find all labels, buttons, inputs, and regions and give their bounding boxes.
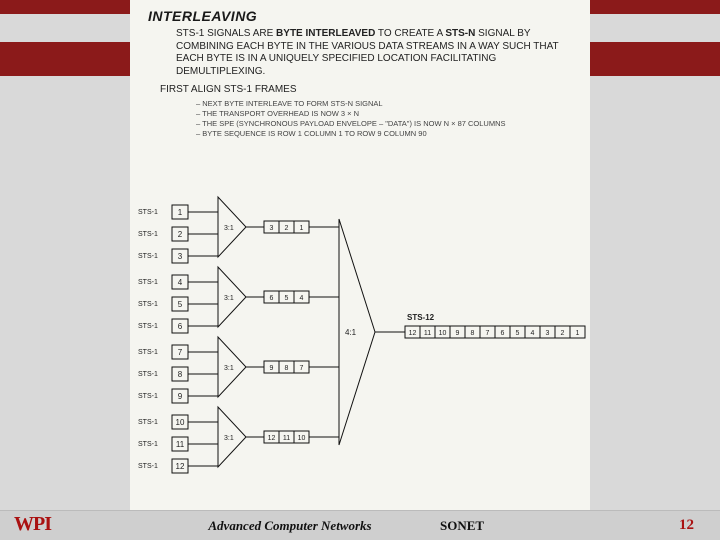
svg-text:5: 5 — [285, 295, 289, 302]
svg-text:3:1: 3:1 — [224, 435, 234, 442]
svg-text:4: 4 — [300, 295, 304, 302]
bullet-4: BYTE SEQUENCE IS ROW 1 COLUMN 1 TO ROW 9… — [196, 129, 572, 139]
svg-text:3:1: 3:1 — [224, 225, 234, 232]
footer-course: Advanced Computer Networks — [160, 518, 420, 534]
svg-text:2: 2 — [178, 230, 183, 239]
svg-text:STS-1: STS-1 — [138, 323, 158, 330]
svg-text:7: 7 — [486, 330, 490, 337]
svg-text:3:1: 3:1 — [224, 295, 234, 302]
slide-footer: WPI Advanced Computer Networks SONET 12 — [0, 510, 720, 540]
svg-text:11: 11 — [424, 330, 431, 337]
svg-text:6: 6 — [178, 322, 183, 331]
slide-bullets: NEXT BYTE INTERLEAVE TO FORM STS-N SIGNA… — [196, 99, 572, 140]
svg-text:4: 4 — [531, 330, 535, 337]
svg-text:6: 6 — [501, 330, 505, 337]
svg-text:2: 2 — [285, 225, 289, 232]
svg-text:STS-1: STS-1 — [138, 393, 158, 400]
svg-text:12: 12 — [268, 435, 276, 442]
svg-text:12: 12 — [176, 462, 185, 471]
footer-page-number: 12 — [679, 517, 694, 534]
para-a: STS-1 SIGNALS ARE — [176, 28, 276, 39]
svg-text:9: 9 — [270, 365, 274, 372]
svg-text:10: 10 — [298, 435, 306, 442]
footer-topic: SONET — [440, 518, 484, 534]
svg-text:1: 1 — [300, 225, 304, 232]
svg-text:5: 5 — [178, 300, 183, 309]
interleaving-diagram: STS-11STS-12STS-13STS-14STS-15STS-16STS-… — [130, 195, 590, 505]
svg-text:8: 8 — [178, 370, 183, 379]
svg-text:STS-1: STS-1 — [138, 419, 158, 426]
svg-text:STS-1: STS-1 — [138, 253, 158, 260]
slide-title: INTERLEAVING — [148, 8, 572, 24]
bullet-3: THE SPE (SYNCHRONOUS PAYLOAD ENVELOPE – … — [196, 119, 572, 129]
svg-text:9: 9 — [178, 392, 183, 401]
para-d: STS-N — [445, 28, 475, 39]
svg-text:3: 3 — [270, 225, 274, 232]
svg-text:8: 8 — [285, 365, 289, 372]
slide-content: INTERLEAVING STS-1 SIGNALS ARE BYTE INTE… — [130, 0, 590, 510]
svg-text:5: 5 — [516, 330, 520, 337]
svg-text:1: 1 — [576, 330, 580, 337]
svg-text:11: 11 — [176, 440, 185, 449]
svg-text:STS-1: STS-1 — [138, 231, 158, 238]
para-b: BYTE INTERLEAVED — [276, 28, 375, 39]
svg-text:STS-1: STS-1 — [138, 279, 158, 286]
svg-text:STS-1: STS-1 — [138, 441, 158, 448]
wpi-logo: WPI — [14, 513, 51, 536]
svg-text:4:1: 4:1 — [345, 328, 357, 337]
svg-text:1: 1 — [178, 208, 183, 217]
svg-text:8: 8 — [471, 330, 475, 337]
bullet-1: NEXT BYTE INTERLEAVE TO FORM STS-N SIGNA… — [196, 99, 572, 109]
slide-paragraph: STS-1 SIGNALS ARE BYTE INTERLEAVED TO CR… — [176, 28, 572, 78]
bullet-2: THE TRANSPORT OVERHEAD IS NOW 3 × N — [196, 109, 572, 119]
svg-text:7: 7 — [178, 348, 183, 357]
svg-text:STS-1: STS-1 — [138, 209, 158, 216]
svg-text:10: 10 — [176, 418, 185, 427]
svg-text:STS-1: STS-1 — [138, 371, 158, 378]
svg-text:11: 11 — [283, 435, 290, 442]
svg-text:2: 2 — [561, 330, 565, 337]
slide-subhead: FIRST ALIGN STS-1 FRAMES — [160, 84, 572, 95]
svg-text:STS-12: STS-12 — [407, 313, 435, 322]
svg-text:STS-1: STS-1 — [138, 301, 158, 308]
svg-text:12: 12 — [409, 330, 417, 337]
svg-text:7: 7 — [300, 365, 304, 372]
svg-text:9: 9 — [456, 330, 460, 337]
svg-text:3:1: 3:1 — [224, 365, 234, 372]
svg-text:3: 3 — [546, 330, 550, 337]
svg-text:3: 3 — [178, 252, 183, 261]
svg-text:STS-1: STS-1 — [138, 463, 158, 470]
svg-text:10: 10 — [439, 330, 447, 337]
para-c: TO CREATE A — [375, 28, 445, 39]
svg-text:4: 4 — [178, 278, 183, 287]
svg-text:STS-1: STS-1 — [138, 349, 158, 356]
svg-text:6: 6 — [270, 295, 274, 302]
